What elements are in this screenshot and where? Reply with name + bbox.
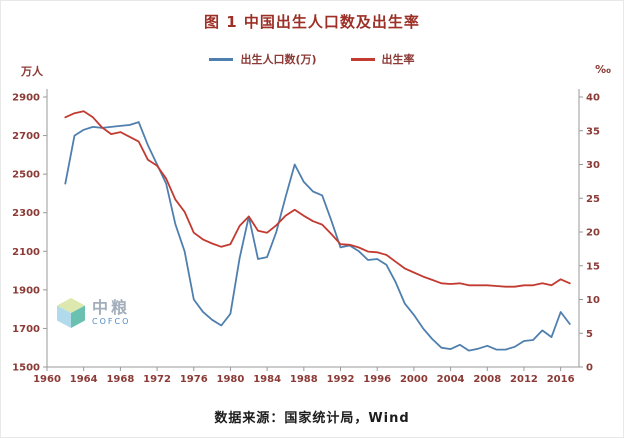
svg-text:30: 30 [586, 160, 600, 171]
svg-text:2008: 2008 [473, 374, 501, 385]
legend-line-swatch-population [209, 57, 234, 61]
svg-text:25: 25 [586, 194, 600, 205]
svg-text:2000: 2000 [400, 374, 428, 385]
watermark-text: 中粮 COFCO [92, 299, 130, 326]
svg-text:2500: 2500 [12, 170, 40, 181]
svg-text:2900: 2900 [12, 93, 40, 104]
watermark-subname: COFCO [92, 316, 131, 326]
svg-text:2700: 2700 [12, 131, 40, 142]
svg-text:35: 35 [586, 126, 600, 137]
svg-text:2300: 2300 [12, 208, 40, 219]
svg-text:2100: 2100 [12, 247, 40, 258]
svg-text:1988: 1988 [290, 374, 318, 385]
svg-text:15: 15 [586, 261, 600, 272]
svg-text:2004: 2004 [437, 374, 465, 385]
data-source-caption: 数据来源：国家统计局，Wind [214, 411, 410, 426]
legend-label-birth-rate: 出生率 [381, 53, 415, 66]
legend-line-swatch-birth-rate [350, 57, 375, 61]
right-axis-unit: ‰ [595, 63, 611, 76]
svg-text:1900: 1900 [12, 285, 40, 296]
legend-item-birth-rate: 出生率 [350, 51, 415, 67]
chart-plot: 1500 1700 1900 2100 2300 2500 2700 2900 0 5 10 15 20… [12, 89, 600, 385]
svg-text:5: 5 [586, 329, 593, 340]
legend-label-population: 出生人口数(万) [240, 53, 317, 66]
watermark-name: 中粮 [92, 298, 131, 318]
svg-text:1968: 1968 [106, 374, 134, 385]
svg-text:1996: 1996 [363, 374, 391, 385]
svg-text:10: 10 [586, 295, 600, 306]
legend-item-population: 出生人口数(万) [209, 51, 317, 67]
svg-text:0: 0 [586, 363, 593, 374]
cofco-cube-icon [57, 298, 85, 328]
figure-title: 图 1 中国出生人口数及出生率 [204, 13, 420, 31]
svg-text:1500: 1500 [12, 363, 40, 374]
svg-text:1700: 1700 [12, 324, 40, 335]
left-axis-unit: 万人 [21, 65, 43, 78]
svg-text:1972: 1972 [143, 374, 171, 385]
svg-text:1976: 1976 [180, 374, 208, 385]
svg-text:40: 40 [586, 93, 600, 104]
svg-text:1980: 1980 [217, 374, 245, 385]
cofco-watermark-logo: 中粮 COFCO [56, 297, 130, 329]
chart-legend: 出生人口数(万) 出生率 [1, 51, 623, 67]
svg-text:2012: 2012 [510, 374, 538, 385]
svg-text:2016: 2016 [547, 374, 575, 385]
svg-text:1992: 1992 [327, 374, 355, 385]
svg-text:1964: 1964 [70, 374, 98, 385]
svg-text:20: 20 [586, 228, 600, 239]
svg-text:1960: 1960 [33, 374, 61, 385]
svg-text:1984: 1984 [253, 374, 281, 385]
